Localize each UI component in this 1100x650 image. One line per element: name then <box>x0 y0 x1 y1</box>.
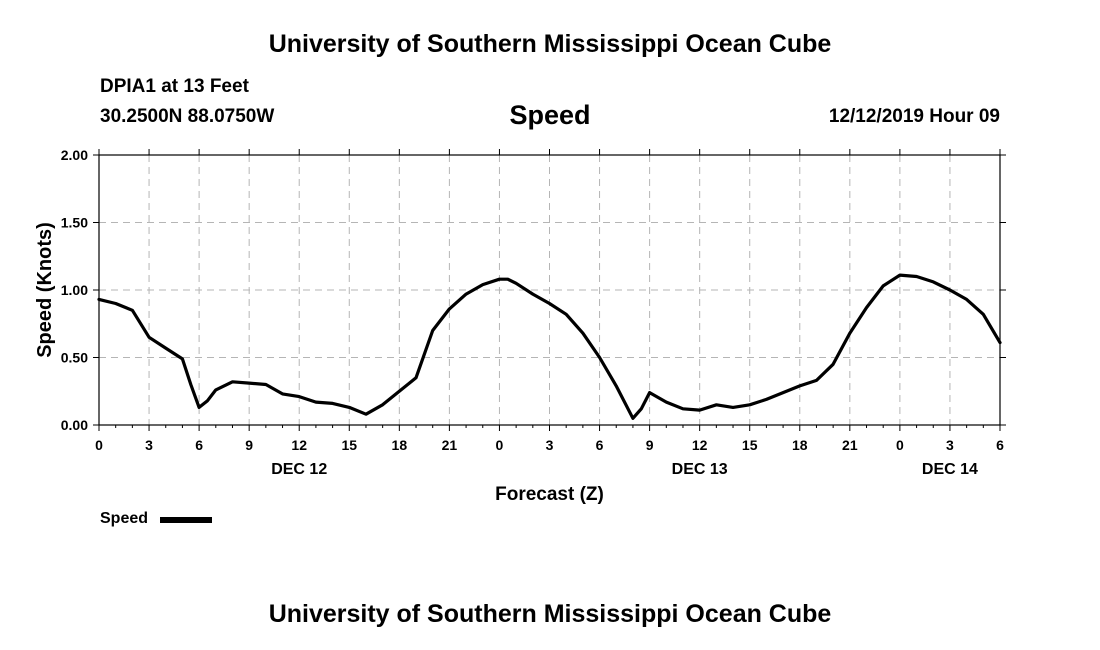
axis-tick-labels: 0.00 0.50 1.00 1.50 2.00 0 3 6 9 12 15 18 21 0 3 6 9 12 15… <box>61 147 1004 478</box>
axis-ticks <box>93 149 1006 431</box>
legend-label: Speed <box>100 510 149 527</box>
grid-lines <box>99 155 1000 425</box>
y-tick-label: 1.50 <box>61 215 88 231</box>
x-tick-label: 21 <box>442 437 458 453</box>
y-tick-label: 0.00 <box>61 417 88 433</box>
x-tick-label: 15 <box>341 437 357 453</box>
page-title: University of Southern Mississippi Ocean… <box>268 30 832 58</box>
x-tick-label: 12 <box>291 437 307 453</box>
chart-title: Speed <box>509 100 591 130</box>
y-tick-label: 0.50 <box>61 350 88 366</box>
y-tick-label: 2.00 <box>61 147 88 163</box>
x-tick-label: 6 <box>996 437 1004 453</box>
x-tick-label: 0 <box>896 437 904 453</box>
x-date-label: DEC 12 <box>271 461 327 478</box>
x-tick-label: 3 <box>946 437 954 453</box>
x-tick-label: 0 <box>95 437 103 453</box>
x-tick-label: 3 <box>546 437 554 453</box>
y-axis-title: Speed (Knots) <box>34 222 56 358</box>
footer-title: University of Southern Mississippi Ocean… <box>268 600 832 628</box>
x-tick-label: 21 <box>842 437 858 453</box>
x-tick-label: 18 <box>392 437 408 453</box>
x-axis-title: Forecast (Z) <box>495 484 604 505</box>
x-tick-label: 3 <box>145 437 153 453</box>
station-label: DPIA1 at 13 Feet <box>100 76 249 97</box>
x-tick-label: 6 <box>596 437 604 453</box>
x-tick-label: 9 <box>245 437 253 453</box>
forecast-datetime: 12/12/2019 Hour 09 <box>828 106 1000 127</box>
x-tick-label: 12 <box>692 437 708 453</box>
y-tick-label: 1.00 <box>61 282 88 298</box>
legend-swatch-speed <box>160 517 212 523</box>
x-tick-label: 6 <box>195 437 203 453</box>
series-line-speed <box>97 273 1002 420</box>
x-tick-label: 0 <box>496 437 504 453</box>
x-tick-label: 15 <box>742 437 758 453</box>
x-tick-label: 9 <box>646 437 654 453</box>
x-date-label: DEC 14 <box>922 461 978 478</box>
x-date-label: DEC 13 <box>672 461 728 478</box>
x-tick-label: 18 <box>792 437 808 453</box>
station-coordinates: 30.2500N 88.0750W <box>100 106 275 127</box>
